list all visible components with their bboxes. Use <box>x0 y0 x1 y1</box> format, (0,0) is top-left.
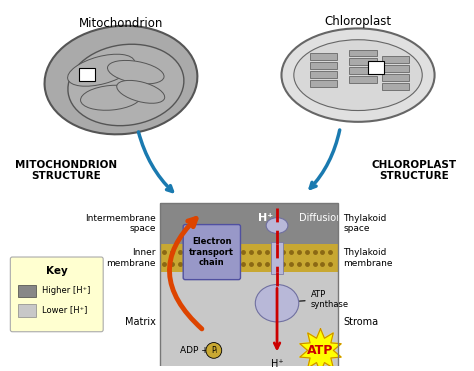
Text: Thylakoid
space: Thylakoid space <box>343 214 387 233</box>
Ellipse shape <box>45 26 197 134</box>
Text: ADP +: ADP + <box>180 346 209 355</box>
Bar <box>161 203 338 371</box>
Bar <box>310 62 337 69</box>
Ellipse shape <box>255 285 299 322</box>
Bar <box>271 242 283 274</box>
Bar <box>18 285 36 297</box>
Bar <box>310 53 337 60</box>
Bar <box>310 71 337 78</box>
Text: ATP: ATP <box>307 344 334 357</box>
Text: Matrix: Matrix <box>125 317 155 327</box>
Bar <box>349 50 377 56</box>
Ellipse shape <box>68 54 135 86</box>
FancyBboxPatch shape <box>183 224 240 280</box>
Text: Key: Key <box>46 266 68 276</box>
Text: Stroma: Stroma <box>343 317 378 327</box>
Ellipse shape <box>266 218 288 233</box>
FancyArrowPatch shape <box>169 219 202 329</box>
Bar <box>349 58 377 65</box>
Text: Pᵢ: Pᵢ <box>211 346 217 355</box>
Bar <box>349 76 377 83</box>
Text: Higher [H⁺]: Higher [H⁺] <box>42 286 91 295</box>
Bar <box>80 68 95 81</box>
Text: Electron
transport
chain: Electron transport chain <box>189 237 234 267</box>
Ellipse shape <box>81 85 142 110</box>
Text: Inner
membrane: Inner membrane <box>106 248 155 268</box>
Polygon shape <box>300 329 341 371</box>
Text: Lower [H⁺]: Lower [H⁺] <box>42 306 87 315</box>
Bar <box>18 304 36 317</box>
Ellipse shape <box>68 44 184 126</box>
Text: Intermembrane
space: Intermembrane space <box>85 214 155 233</box>
Text: H⁺: H⁺ <box>271 359 283 369</box>
Bar <box>382 83 410 90</box>
Bar <box>161 272 338 371</box>
Ellipse shape <box>108 60 164 84</box>
Text: Diffusion: Diffusion <box>299 213 342 223</box>
Bar <box>161 244 338 272</box>
Bar <box>382 65 410 72</box>
Ellipse shape <box>282 29 435 122</box>
Text: H⁺: H⁺ <box>257 213 273 223</box>
Text: Mitochondrion: Mitochondrion <box>79 17 163 30</box>
Text: Thylakoid
membrane: Thylakoid membrane <box>343 248 393 268</box>
Bar <box>382 74 410 81</box>
Ellipse shape <box>294 40 422 111</box>
Bar <box>349 67 377 74</box>
Bar <box>382 56 410 63</box>
Text: MITOCHONDRION
STRUCTURE: MITOCHONDRION STRUCTURE <box>15 160 117 181</box>
Bar <box>161 203 338 244</box>
Text: CHLOROPLAST
STRUCTURE: CHLOROPLAST STRUCTURE <box>372 160 457 181</box>
Ellipse shape <box>117 81 164 103</box>
Bar <box>310 80 337 87</box>
Text: ATP
synthase: ATP synthase <box>300 290 349 309</box>
Bar <box>368 61 384 74</box>
Circle shape <box>206 342 222 358</box>
FancyBboxPatch shape <box>10 257 103 332</box>
Text: Chloroplast: Chloroplast <box>325 15 392 28</box>
